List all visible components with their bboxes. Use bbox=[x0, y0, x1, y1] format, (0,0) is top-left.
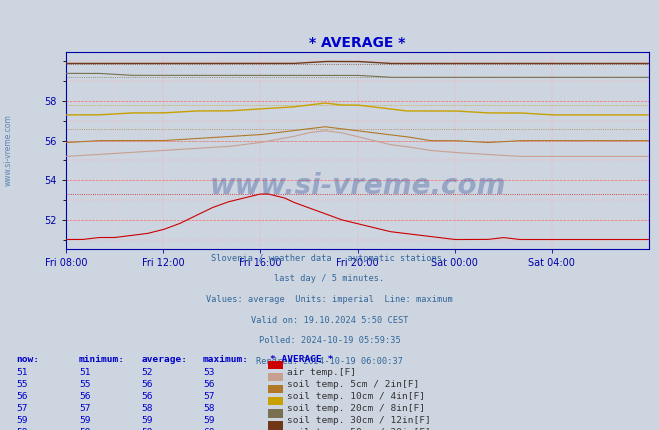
Text: 60: 60 bbox=[203, 428, 214, 430]
Text: air temp.[F]: air temp.[F] bbox=[287, 368, 356, 377]
Text: Polled: 2024-10-19 05:59:35: Polled: 2024-10-19 05:59:35 bbox=[258, 336, 401, 345]
Text: soil temp. 5cm / 2in[F]: soil temp. 5cm / 2in[F] bbox=[287, 380, 419, 389]
Text: 58: 58 bbox=[203, 404, 214, 413]
Text: 57: 57 bbox=[16, 404, 28, 413]
Text: 59: 59 bbox=[142, 416, 153, 425]
Text: 57: 57 bbox=[203, 392, 214, 401]
Text: 59: 59 bbox=[79, 428, 90, 430]
Text: 55: 55 bbox=[79, 380, 90, 389]
Text: soil temp. 50cm / 20in[F]: soil temp. 50cm / 20in[F] bbox=[287, 428, 430, 430]
Text: 57: 57 bbox=[79, 404, 90, 413]
Text: 59: 59 bbox=[142, 428, 153, 430]
Text: average:: average: bbox=[142, 355, 188, 364]
Text: 51: 51 bbox=[79, 368, 90, 377]
Text: www.si-vreme.com: www.si-vreme.com bbox=[210, 172, 505, 200]
Text: 55: 55 bbox=[16, 380, 28, 389]
Text: Values: average  Units: imperial  Line: maximum: Values: average Units: imperial Line: ma… bbox=[206, 295, 453, 304]
Text: 59: 59 bbox=[203, 416, 214, 425]
Text: soil temp. 10cm / 4in[F]: soil temp. 10cm / 4in[F] bbox=[287, 392, 424, 401]
Text: 56: 56 bbox=[142, 392, 153, 401]
Text: 56: 56 bbox=[203, 380, 214, 389]
Text: Valid on: 19.10.2024 5:50 CEST: Valid on: 19.10.2024 5:50 CEST bbox=[251, 316, 408, 325]
Text: 51: 51 bbox=[16, 368, 28, 377]
Text: 52: 52 bbox=[142, 368, 153, 377]
Title: * AVERAGE *: * AVERAGE * bbox=[309, 37, 406, 50]
Text: soil temp. 30cm / 12in[F]: soil temp. 30cm / 12in[F] bbox=[287, 416, 430, 425]
Text: * AVERAGE *: * AVERAGE * bbox=[270, 355, 333, 364]
Text: maximum:: maximum: bbox=[203, 355, 249, 364]
Text: minimum:: minimum: bbox=[79, 355, 125, 364]
Text: 53: 53 bbox=[203, 368, 214, 377]
Text: 56: 56 bbox=[142, 380, 153, 389]
Text: 59: 59 bbox=[16, 428, 28, 430]
Text: last day / 5 minutes.: last day / 5 minutes. bbox=[274, 274, 385, 283]
Text: now:: now: bbox=[16, 355, 40, 364]
Text: www.si-vreme.com: www.si-vreme.com bbox=[3, 114, 13, 187]
Text: 56: 56 bbox=[16, 392, 28, 401]
Text: Slovenia / weather data - automatic stations.: Slovenia / weather data - automatic stat… bbox=[212, 254, 447, 263]
Text: soil temp. 20cm / 8in[F]: soil temp. 20cm / 8in[F] bbox=[287, 404, 424, 413]
Text: 58: 58 bbox=[142, 404, 153, 413]
Text: 56: 56 bbox=[79, 392, 90, 401]
Text: Rendred: 2024-10-19 06:00:37: Rendred: 2024-10-19 06:00:37 bbox=[256, 357, 403, 366]
Text: 59: 59 bbox=[79, 416, 90, 425]
Text: 59: 59 bbox=[16, 416, 28, 425]
